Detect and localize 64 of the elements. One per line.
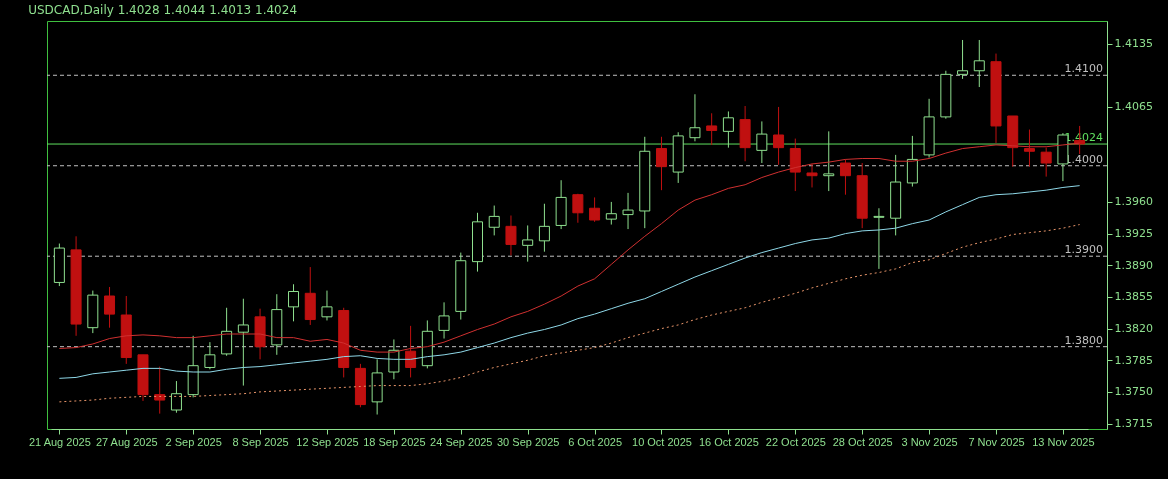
x-tick-label: 24 Sep 2025 [430, 435, 493, 448]
y-tick-label: 1.3820 [1114, 322, 1153, 336]
x-tick-label: 12 Sep 2025 [296, 435, 359, 448]
ref-line-label: 1.3900 [1064, 243, 1103, 257]
candlestick [706, 112, 718, 146]
candlestick [538, 203, 550, 253]
x-tick-label: 2 Sep 2025 [165, 435, 222, 448]
y-tick-label: 1.4135 [1114, 37, 1153, 51]
candlestick [823, 130, 835, 192]
y-tick-label: 1.3925 [1114, 227, 1153, 241]
x-tick-label: 22 Oct 2025 [765, 435, 826, 448]
x-tick-label: 13 Nov 2025 [1032, 435, 1095, 448]
candlestick [1023, 129, 1035, 168]
candlestick [806, 163, 818, 188]
x-tick-label: 16 Oct 2025 [698, 435, 759, 448]
candlestick [605, 201, 617, 226]
candlestick [321, 290, 333, 321]
candlestick [839, 158, 851, 196]
candlestick [154, 366, 166, 415]
y-tick-label: 1.4065 [1114, 100, 1153, 114]
candlestick [505, 215, 517, 256]
x-tick-label: 18 Sep 2025 [363, 435, 426, 448]
x-tick-label: 10 Oct 2025 [632, 435, 692, 448]
y-tick-label: 1.3890 [1114, 258, 1153, 272]
x-tick-label: 21 Aug 2025 [28, 435, 91, 448]
candlestick [773, 106, 785, 166]
candlestick [104, 286, 116, 329]
candlestick [756, 120, 768, 164]
candlestick [873, 207, 885, 270]
candlestick [170, 380, 182, 414]
candlestick [221, 307, 233, 357]
ref-line-label: 1.3800 [1064, 333, 1103, 347]
candlestick [237, 298, 249, 387]
x-tick-label: 30 Sep 2025 [496, 435, 560, 448]
candlestick [1040, 147, 1052, 178]
x-tick-label: 27 Aug 2025 [95, 435, 158, 448]
x-tick-label: 7 Nov 2025 [968, 435, 1025, 448]
y-tick-label: 1.3785 [1114, 353, 1153, 367]
x-tick-label: 3 Nov 2025 [901, 435, 958, 448]
candlestick [973, 39, 985, 88]
y-tick-label: 1.3715 [1114, 417, 1153, 431]
candlestick [522, 224, 534, 263]
candlestick [488, 205, 500, 236]
x-tick-label: 8 Sep 2025 [232, 435, 289, 448]
candlestick [789, 138, 801, 192]
candlestick [204, 341, 216, 370]
y-tick-label: 1.3855 [1114, 290, 1153, 304]
x-tick-label: 6 Oct 2025 [568, 435, 622, 448]
candlestick [655, 136, 667, 191]
candlestick [622, 192, 634, 230]
ref-line-label: 1.4100 [1064, 62, 1103, 76]
y-tick-label: 1.3960 [1114, 195, 1153, 209]
candlestick [906, 135, 918, 188]
candlestick [288, 283, 300, 322]
candlestick [405, 325, 417, 378]
candlestick [572, 193, 584, 224]
candlestick [722, 110, 734, 149]
y-tick-label: 1.3750 [1114, 385, 1153, 399]
chart-title: USDCAD,Daily 1.4028 1.4044 1.4013 1.4024 [28, 3, 298, 17]
candlestick [957, 39, 969, 80]
candlestick [689, 93, 701, 142]
candlestick [589, 196, 601, 223]
candlestick [438, 301, 450, 340]
x-tick-label: 28 Oct 2025 [832, 435, 893, 448]
